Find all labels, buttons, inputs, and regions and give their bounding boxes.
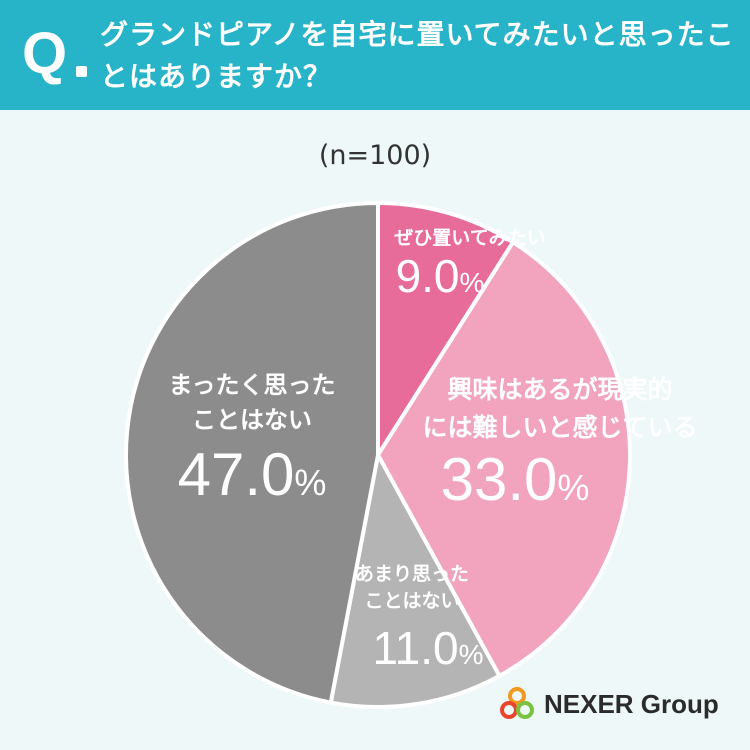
brand-rings-icon bbox=[500, 687, 534, 719]
slice-3-label: ことはない bbox=[364, 590, 459, 612]
brand-logo: NEXER Group bbox=[498, 684, 719, 724]
slice-1-label: ぜひ置いてみたい bbox=[394, 227, 545, 249]
slice-2-label: には難しいと感じている bbox=[422, 413, 697, 442]
slice-3-label: あまり思った bbox=[355, 563, 469, 585]
pie-slice-3 bbox=[328, 453, 502, 709]
slice-4-label: まったく思った bbox=[168, 371, 335, 399]
slice-2-value: 33.0% bbox=[441, 446, 590, 513]
q-dot bbox=[76, 66, 87, 77]
slice-1-value: 9.0% bbox=[396, 250, 485, 302]
pie-slice-4 bbox=[124, 201, 380, 705]
slice-3-value: 11.0% bbox=[372, 622, 483, 674]
question-banner: Q グランドピアノを自宅に置いてみたいと思ったことはありますか？ bbox=[0, 0, 750, 110]
brand-name: NEXER Group bbox=[544, 688, 719, 719]
slice-4-label: ことはない bbox=[192, 406, 312, 434]
slice-2-label: 興味はあるが現実的 bbox=[447, 375, 672, 404]
slice-4-value: 47.0% bbox=[178, 441, 327, 508]
pie-slice-1 bbox=[376, 201, 516, 457]
q-mark: Q bbox=[22, 21, 68, 86]
question-text: グランドピアノを自宅に置いてみたいと思ったことはありますか？ bbox=[100, 18, 735, 93]
sample-size-note: (n=100) bbox=[318, 140, 432, 171]
